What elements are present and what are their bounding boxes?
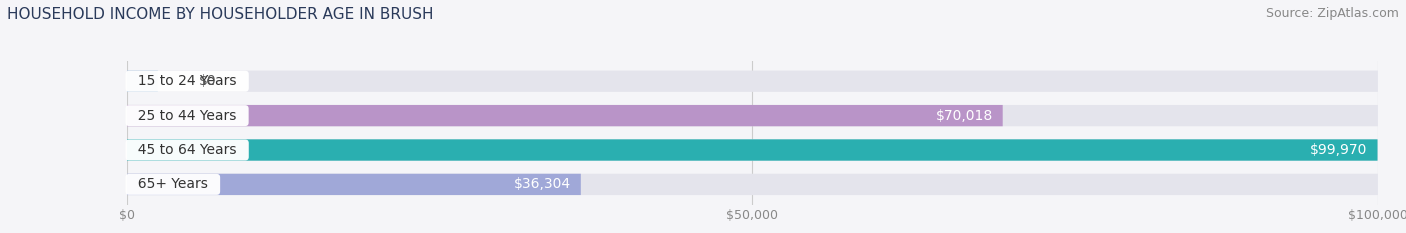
FancyBboxPatch shape bbox=[127, 174, 581, 195]
FancyBboxPatch shape bbox=[127, 71, 1378, 92]
FancyBboxPatch shape bbox=[127, 174, 1378, 195]
Text: $0: $0 bbox=[200, 74, 217, 88]
Text: HOUSEHOLD INCOME BY HOUSEHOLDER AGE IN BRUSH: HOUSEHOLD INCOME BY HOUSEHOLDER AGE IN B… bbox=[7, 7, 433, 22]
Text: Source: ZipAtlas.com: Source: ZipAtlas.com bbox=[1265, 7, 1399, 20]
FancyBboxPatch shape bbox=[127, 139, 1378, 161]
Text: 65+ Years: 65+ Years bbox=[129, 177, 217, 191]
Text: $36,304: $36,304 bbox=[513, 177, 571, 191]
Text: $99,970: $99,970 bbox=[1310, 143, 1368, 157]
FancyBboxPatch shape bbox=[127, 105, 1378, 126]
Text: 25 to 44 Years: 25 to 44 Years bbox=[129, 109, 245, 123]
Text: 45 to 64 Years: 45 to 64 Years bbox=[129, 143, 245, 157]
FancyBboxPatch shape bbox=[127, 105, 1002, 126]
Text: 15 to 24 Years: 15 to 24 Years bbox=[129, 74, 245, 88]
FancyBboxPatch shape bbox=[127, 139, 1378, 161]
FancyBboxPatch shape bbox=[127, 71, 157, 92]
Text: $70,018: $70,018 bbox=[935, 109, 993, 123]
